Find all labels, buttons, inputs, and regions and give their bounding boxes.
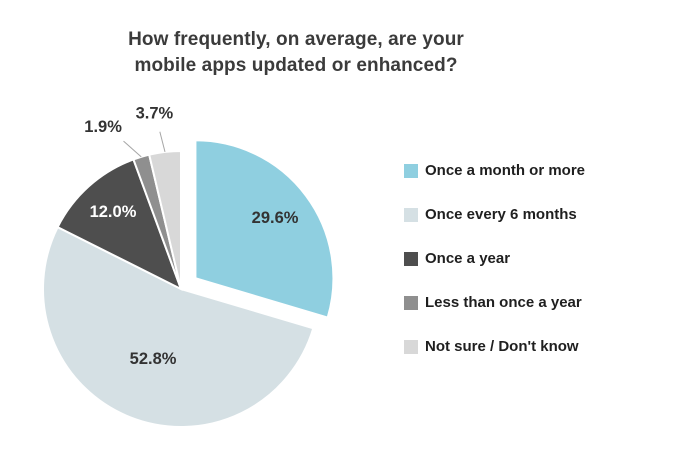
slice-percent-label: 52.8% [130,350,177,368]
chart-title: How frequently, on average, are your mob… [76,27,516,79]
slice-percent-label: 1.9% [84,118,122,136]
legend-item: Not sure / Don't know [404,338,585,355]
legend-swatch-icon [404,295,418,310]
slice-percent-label: 3.7% [136,105,174,123]
pie-slice-0 [194,139,335,319]
chart-title-line2: mobile apps updated or enhanced? [134,55,458,77]
legend: Once a month or more Once every 6 months… [404,162,585,355]
legend-item: Once every 6 months [404,206,585,223]
legend-swatch-icon [404,207,418,222]
chart-title-line1: How frequently, on average, are your [128,29,464,50]
pie-slice-1 [42,225,315,428]
legend-item: Less than once a year [404,294,585,311]
legend-swatch-icon [404,163,418,178]
legend-swatch-icon [404,251,418,266]
legend-label: Less than once a year [425,294,582,311]
legend-item: Once a year [404,250,585,267]
label-leader-line [123,140,142,158]
pie-slice-2 [56,158,183,292]
legend-label: Once a year [425,250,511,267]
legend-label: Once a month or more [425,162,586,179]
legend-item: Once a month or more [404,162,585,179]
legend-label: Not sure / Don't know [425,338,579,355]
label-leader-line [159,131,166,153]
legend-swatch-icon [404,339,418,354]
slice-percent-label: 29.6% [252,209,299,227]
legend-label: Once every 6 months [425,206,577,223]
slice-percent-label: 12.0% [90,203,137,221]
